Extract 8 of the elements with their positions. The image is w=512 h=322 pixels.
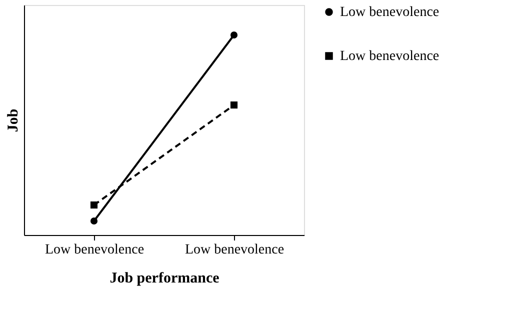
x-axis-title: Job performance (110, 270, 220, 286)
point (230, 101, 238, 109)
legend-label: Low benevolence (340, 49, 440, 64)
y-axis-title: Job (6, 108, 22, 132)
point (90, 217, 98, 225)
point (230, 31, 238, 39)
point (90, 201, 98, 209)
legend-label: Low benevolence (340, 5, 440, 20)
